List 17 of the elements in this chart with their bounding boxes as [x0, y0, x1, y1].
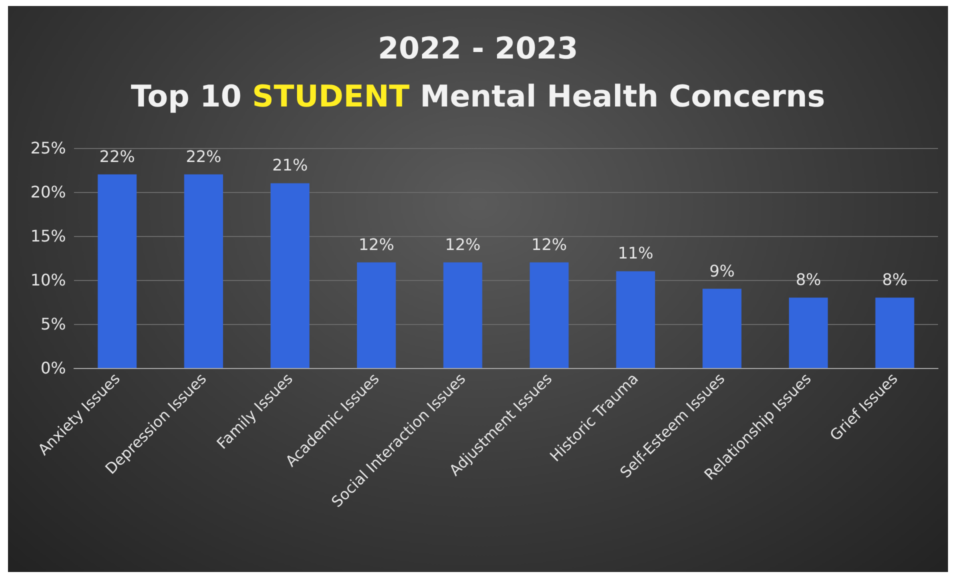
- y-tick-label: 20%: [30, 182, 66, 202]
- data-label: 22%: [186, 146, 222, 166]
- y-tick-label: 5%: [40, 314, 66, 334]
- data-label: 22%: [99, 146, 135, 166]
- data-label: 9%: [709, 261, 735, 280]
- data-label: 8%: [796, 270, 822, 290]
- data-label: 21%: [272, 156, 308, 175]
- data-label: 12%: [531, 234, 567, 254]
- data-label: 11%: [618, 244, 654, 263]
- y-tick-label: 15%: [30, 226, 66, 246]
- data-label: 12%: [445, 234, 481, 254]
- y-tick-label: 10%: [30, 270, 66, 290]
- chart-title: 2022 - 2023 Top 10 STUDENT Mental Health Concerns: [130, 32, 826, 114]
- y-tick-label: 0%: [40, 358, 66, 378]
- data-label: 12%: [358, 234, 394, 254]
- data-label: 8%: [882, 270, 908, 290]
- y-tick-label: 25%: [30, 138, 66, 158]
